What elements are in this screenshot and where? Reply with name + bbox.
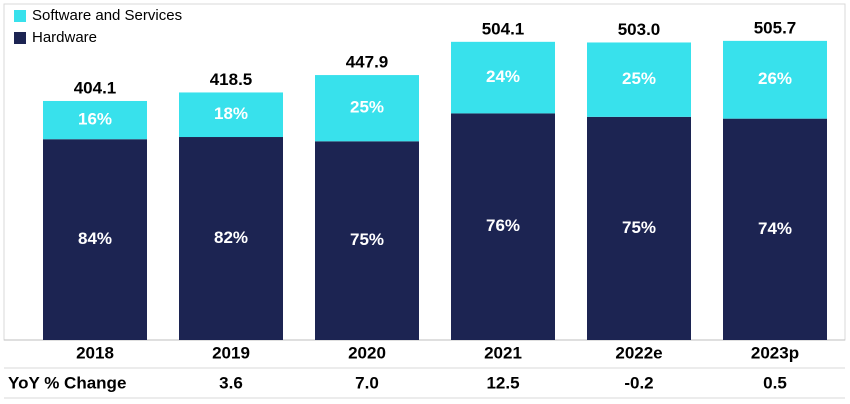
legend-swatch bbox=[14, 32, 26, 44]
bar-segment bbox=[179, 137, 283, 340]
bar-segment bbox=[723, 118, 827, 340]
x-tick-label: 2018 bbox=[76, 343, 114, 362]
legend-label: Hardware bbox=[32, 29, 97, 46]
bar-segment bbox=[43, 100, 147, 140]
total-label: 418.5 bbox=[210, 70, 253, 89]
bar-segment bbox=[723, 40, 827, 119]
bar-segment bbox=[315, 75, 419, 142]
segment-label: 18% bbox=[214, 104, 248, 123]
total-label: 404.1 bbox=[74, 78, 117, 97]
bar-segment bbox=[587, 116, 691, 340]
legend-swatch bbox=[14, 10, 26, 22]
x-tick-label: 2023p bbox=[751, 343, 799, 362]
legend-label: Software and Services bbox=[32, 7, 182, 24]
bar-segment bbox=[179, 92, 283, 138]
yoy-value: -0.2 bbox=[624, 373, 653, 392]
segment-label: 25% bbox=[350, 98, 384, 117]
x-tick-label: 2019 bbox=[212, 343, 250, 362]
total-label: 504.1 bbox=[482, 19, 525, 38]
yoy-value: 7.0 bbox=[355, 373, 379, 392]
segment-label: 74% bbox=[758, 219, 792, 238]
yoy-row-label: YoY % Change bbox=[8, 373, 126, 392]
bar-segment bbox=[315, 141, 419, 340]
segment-label: 75% bbox=[350, 230, 384, 249]
x-tick-label: 2021 bbox=[484, 343, 522, 362]
yoy-value: 3.6 bbox=[219, 373, 243, 392]
segment-label: 24% bbox=[486, 67, 520, 86]
total-label: 505.7 bbox=[754, 18, 797, 37]
segment-label: 25% bbox=[622, 69, 656, 88]
bar-segment bbox=[43, 139, 147, 340]
segment-label: 16% bbox=[78, 110, 112, 129]
bar-segment bbox=[587, 42, 691, 117]
segment-label: 75% bbox=[622, 218, 656, 237]
yoy-value: 12.5 bbox=[486, 373, 519, 392]
segment-label: 76% bbox=[486, 216, 520, 235]
bar-segment bbox=[451, 113, 555, 340]
segment-label: 84% bbox=[78, 229, 112, 248]
total-label: 503.0 bbox=[618, 20, 661, 39]
bar-segment bbox=[451, 41, 555, 114]
total-label: 447.9 bbox=[346, 53, 389, 72]
x-tick-label: 2022e bbox=[615, 343, 662, 362]
segment-label: 82% bbox=[214, 228, 248, 247]
yoy-value: 0.5 bbox=[763, 373, 787, 392]
x-tick-label: 2020 bbox=[348, 343, 386, 362]
segment-label: 26% bbox=[758, 69, 792, 88]
